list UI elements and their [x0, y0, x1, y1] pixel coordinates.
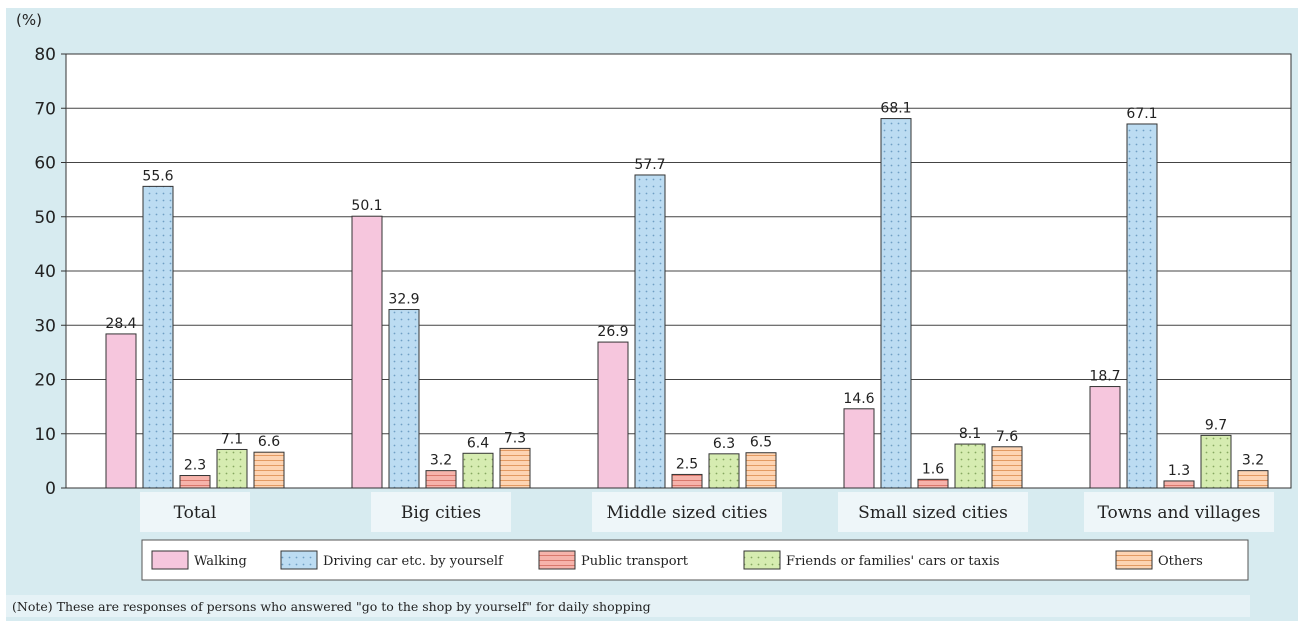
- bar: [1163, 480, 1195, 489]
- legend-label: Others: [1158, 554, 1203, 569]
- category-label-background: [1084, 492, 1274, 532]
- bar: [462, 452, 494, 489]
- bar: [425, 470, 457, 489]
- legend-label: Public transport: [581, 554, 689, 569]
- y-axis-unit-label: (%): [16, 11, 42, 29]
- data-label: 57.7: [634, 157, 665, 173]
- data-label: 68.1: [880, 101, 911, 117]
- category-label-background: [140, 492, 250, 532]
- bar-series: [105, 118, 1269, 489]
- bar: [1089, 386, 1121, 489]
- bar: [634, 174, 666, 489]
- data-label: 50.1: [351, 198, 382, 214]
- bar: [216, 448, 248, 489]
- legend-swatch: [743, 550, 781, 570]
- bar: [388, 309, 420, 489]
- bar: [880, 118, 912, 489]
- legend-swatch: [151, 550, 189, 570]
- grid-lines: [66, 107, 1291, 435]
- data-label: 18.7: [1089, 369, 1120, 385]
- y-tick-label: 40: [34, 262, 56, 282]
- category-label-background: [371, 492, 511, 532]
- bar: [671, 473, 703, 489]
- data-label: 2.3: [184, 458, 206, 474]
- category-label: Small sized cities: [858, 503, 1008, 523]
- data-label: 26.9: [597, 324, 628, 340]
- bar: [597, 341, 629, 489]
- chart-note: (Note) These are responses of persons wh…: [12, 599, 651, 614]
- data-label: 55.6: [142, 168, 173, 184]
- category-label: Middle sized cities: [607, 503, 768, 523]
- legend-label: Friends or families' cars or taxis: [786, 554, 1000, 569]
- data-label: 32.9: [388, 292, 419, 308]
- data-label: 6.5: [750, 435, 772, 451]
- category-label: Big cities: [401, 503, 481, 523]
- y-axis-ticks: 0 10 20 30 40 50 60 70 80: [34, 45, 66, 499]
- bar: [745, 452, 777, 489]
- data-label: 3.2: [1242, 453, 1264, 469]
- category-label-background: [838, 492, 1028, 532]
- bar: [253, 451, 285, 489]
- y-tick-label: 60: [34, 154, 56, 174]
- data-label: 8.1: [959, 426, 981, 442]
- value-labels: 28.4 55.6 2.3 7.1 6.6 50.1 32.9 3.2 6.4 7.3 26.9 57…: [105, 101, 1264, 479]
- bar: [954, 443, 986, 489]
- data-label: 28.4: [105, 316, 136, 332]
- bar: [917, 478, 949, 489]
- y-tick-label: 0: [45, 479, 56, 499]
- data-label: 7.1: [221, 431, 243, 447]
- note-background: [6, 595, 1250, 617]
- data-label: 1.6: [922, 461, 944, 477]
- data-label: 1.3: [1168, 463, 1190, 479]
- legend-swatch: [1115, 550, 1153, 570]
- bar: [499, 447, 531, 489]
- data-label: 2.5: [676, 456, 698, 472]
- legend-label: Driving car etc. by yourself: [323, 554, 504, 569]
- y-tick-label: 20: [34, 371, 56, 391]
- data-label: 6.3: [713, 436, 735, 452]
- y-tick-label: 70: [34, 99, 56, 119]
- legend-swatch: [280, 550, 318, 570]
- legend: Walking Driving car etc. by yourself Publi…: [151, 550, 1203, 570]
- data-label: 7.6: [996, 429, 1018, 445]
- legend-box: [141, 539, 1249, 581]
- data-label: 9.7: [1205, 417, 1227, 433]
- bar-chart: (%) 0 10 20 30 40 50 60 70 80 28.4 55.6 2.3 7.1 6.6 5…: [6, 11, 1292, 617]
- bar: [1200, 434, 1232, 489]
- data-label: 6.4: [467, 435, 489, 451]
- bar: [105, 333, 137, 489]
- bar: [142, 185, 174, 489]
- bar: [991, 446, 1023, 489]
- y-tick-label: 80: [34, 45, 56, 65]
- legend-swatch: [538, 550, 576, 570]
- bar: [843, 408, 875, 489]
- data-label: 3.2: [430, 453, 452, 469]
- category-label: Total: [174, 503, 217, 523]
- category-label-background: [592, 492, 782, 532]
- chart-frame: (%) 0 10 20 30 40 50 60 70 80 28.4 55.6 2.3 7.1 6.6 5…: [6, 8, 1298, 621]
- bar: [708, 453, 740, 489]
- data-label: 67.1: [1126, 106, 1157, 122]
- y-tick-label: 30: [34, 316, 56, 336]
- legend-label: Walking: [194, 554, 247, 569]
- data-label: 14.6: [843, 391, 874, 407]
- bar: [179, 475, 211, 489]
- y-tick-label: 50: [34, 208, 56, 228]
- bar: [1126, 123, 1158, 489]
- data-label: 6.6: [258, 434, 280, 450]
- bar: [351, 215, 383, 489]
- bar: [1237, 470, 1269, 489]
- category-label: Towns and villages: [1098, 503, 1261, 523]
- category-labels: Total Big cities Middle sized cities Small …: [140, 492, 1274, 532]
- data-label: 7.3: [504, 430, 526, 446]
- y-tick-label: 10: [34, 425, 56, 445]
